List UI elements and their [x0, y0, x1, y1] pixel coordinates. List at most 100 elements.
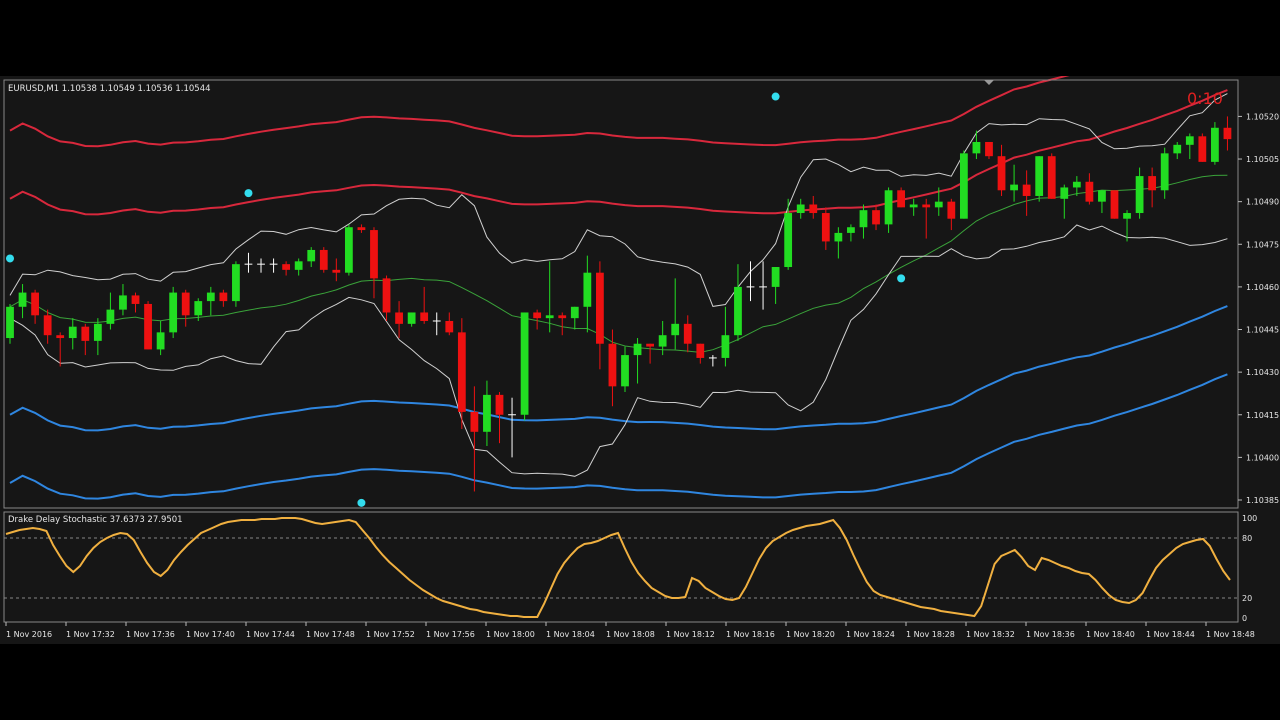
candle-body [633, 343, 642, 356]
candle [1185, 133, 1194, 160]
candle-body [683, 323, 692, 344]
bollinger-upper [9, 93, 1228, 307]
candle-body [119, 295, 127, 310]
signal-dot [357, 498, 366, 507]
price-axis-label: 1.10385 [1246, 496, 1279, 505]
candle-body [997, 156, 1006, 191]
time-axis-label: 1 Nov 18:00 [486, 630, 535, 639]
candle-body [985, 141, 993, 157]
candle-body [1060, 187, 1069, 199]
candle-body [6, 306, 14, 339]
candle-body [570, 306, 579, 319]
candle [934, 187, 943, 216]
candle [106, 292, 115, 330]
candle-body [144, 303, 152, 350]
price-axis-label: 1.10460 [1246, 283, 1279, 292]
candle-body [922, 204, 931, 208]
candle [545, 261, 554, 333]
candle-body [859, 210, 868, 228]
candle [884, 187, 893, 233]
candle-body [934, 201, 943, 208]
candle [119, 284, 127, 316]
candle [721, 306, 730, 367]
price-axis-label: 1.10475 [1246, 240, 1279, 249]
candle [56, 332, 65, 367]
candle [93, 318, 102, 356]
candle-body [721, 335, 730, 358]
time-axis-label: 1 Nov 18:32 [966, 630, 1015, 639]
price-axis-label: 1.10430 [1246, 368, 1279, 377]
candle-body [972, 141, 981, 154]
candle-body [1211, 127, 1219, 162]
candle [483, 380, 491, 447]
candle-body [206, 292, 215, 302]
candle [671, 278, 680, 350]
main-plot-border [3, 79, 1239, 509]
signal-dot [244, 189, 253, 198]
candle [696, 343, 705, 364]
candle-body [596, 272, 604, 344]
time-axis-label: 1 Nov 17:40 [186, 630, 235, 639]
candle-body [395, 312, 403, 324]
candle [43, 309, 52, 344]
chart-canvas[interactable]: 1.10520 1.10505 1.10490 1.10475 1.10460 1.104… [0, 20, 1280, 644]
candle [470, 386, 479, 492]
candle [357, 224, 366, 233]
candle [1110, 190, 1119, 219]
candle [131, 292, 140, 313]
stochastic-axis-label: 80 [1242, 534, 1252, 543]
candle-body [68, 326, 77, 339]
candle [232, 261, 240, 307]
candle [1098, 190, 1106, 214]
candle-body [81, 326, 90, 341]
candle-body [131, 295, 140, 304]
candle-body [583, 272, 592, 307]
candle [407, 312, 416, 327]
time-axis-label: 1 Nov 18:20 [786, 630, 835, 639]
candle-body [1072, 181, 1081, 188]
candle [1035, 156, 1044, 202]
candle-body [56, 335, 65, 339]
candle [1223, 116, 1232, 151]
candle-body [520, 312, 529, 415]
signal-dot [897, 274, 906, 283]
time-axis-label: 1 Nov 17:36 [126, 630, 175, 639]
candle [395, 301, 403, 339]
candle [495, 392, 504, 444]
candle-body [1022, 184, 1031, 196]
candle [6, 303, 14, 344]
candle [520, 312, 529, 421]
candle [947, 198, 956, 231]
upper-envelope-inner [9, 89, 1228, 216]
candle [596, 261, 604, 370]
candle [68, 318, 77, 350]
candle-body [370, 230, 378, 279]
candle-body [1110, 190, 1119, 219]
candle-body [1010, 184, 1018, 191]
time-axis-label: 1 Nov 17:44 [246, 630, 295, 639]
candle [144, 301, 152, 350]
candle-body [646, 343, 654, 347]
candle [1160, 147, 1169, 199]
price-axis-label: 1.10520 [1246, 112, 1279, 121]
candle [445, 312, 454, 336]
candle [897, 187, 906, 208]
upper-envelope-outer [9, 20, 1228, 148]
candle [809, 195, 818, 219]
candle [796, 198, 805, 219]
lower-envelope-outer [9, 373, 1228, 500]
time-axis-label: 1 Nov 17:32 [66, 630, 115, 639]
candle-body [734, 286, 742, 336]
candle [257, 258, 265, 273]
candle [81, 323, 90, 356]
candle-body [834, 232, 843, 242]
candle [608, 329, 617, 407]
price-axis-label: 1.10445 [1246, 326, 1279, 335]
candle-body [219, 292, 228, 302]
candle-body [1160, 153, 1169, 191]
candle-body [470, 411, 479, 432]
candle-body [847, 227, 855, 233]
candle-body [495, 394, 504, 415]
candle [432, 312, 441, 336]
candle-body [357, 227, 366, 231]
